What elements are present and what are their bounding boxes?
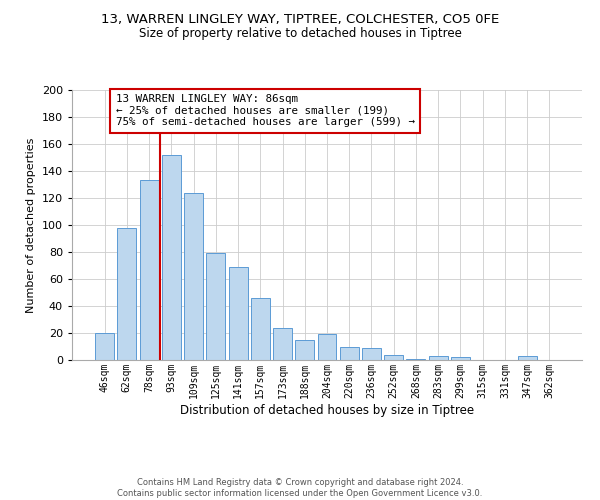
Bar bbox=[384, 354, 403, 360]
Bar bbox=[95, 333, 114, 360]
Bar bbox=[184, 192, 203, 360]
Bar bbox=[362, 348, 381, 360]
Bar bbox=[317, 334, 337, 360]
Text: Contains HM Land Registry data © Crown copyright and database right 2024.
Contai: Contains HM Land Registry data © Crown c… bbox=[118, 478, 482, 498]
Bar bbox=[273, 328, 292, 360]
Bar bbox=[140, 180, 158, 360]
X-axis label: Distribution of detached houses by size in Tiptree: Distribution of detached houses by size … bbox=[180, 404, 474, 416]
Bar bbox=[295, 340, 314, 360]
Bar bbox=[406, 358, 425, 360]
Bar bbox=[518, 356, 536, 360]
Bar bbox=[451, 358, 470, 360]
Text: 13 WARREN LINGLEY WAY: 86sqm
← 25% of detached houses are smaller (199)
75% of s: 13 WARREN LINGLEY WAY: 86sqm ← 25% of de… bbox=[116, 94, 415, 127]
Bar bbox=[229, 267, 248, 360]
Bar bbox=[162, 155, 181, 360]
Bar bbox=[206, 254, 225, 360]
Y-axis label: Number of detached properties: Number of detached properties bbox=[26, 138, 36, 312]
Text: Size of property relative to detached houses in Tiptree: Size of property relative to detached ho… bbox=[139, 28, 461, 40]
Bar bbox=[429, 356, 448, 360]
Bar bbox=[251, 298, 270, 360]
Bar bbox=[118, 228, 136, 360]
Text: 13, WARREN LINGLEY WAY, TIPTREE, COLCHESTER, CO5 0FE: 13, WARREN LINGLEY WAY, TIPTREE, COLCHES… bbox=[101, 12, 499, 26]
Bar bbox=[340, 346, 359, 360]
